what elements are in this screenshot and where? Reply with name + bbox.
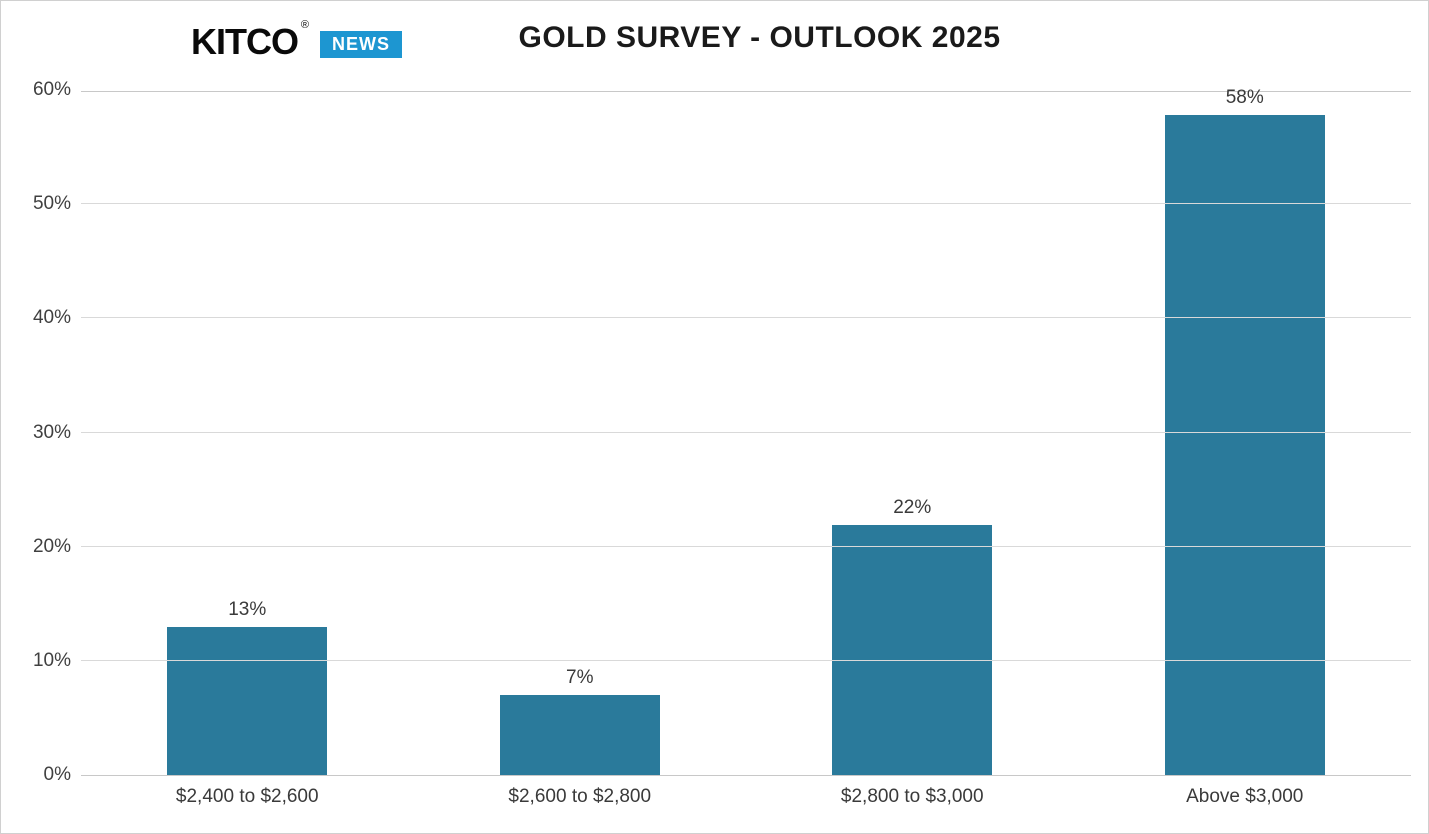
y-tick-label: 10% <box>16 650 71 672</box>
gridline <box>81 546 1411 547</box>
bar: 7% <box>500 695 660 775</box>
bar: 58% <box>1165 115 1325 775</box>
bar-slot: 13% <box>81 92 414 775</box>
x-axis-labels: $2,400 to $2,600$2,600 to $2,800$2,800 t… <box>81 786 1411 808</box>
gridline <box>81 203 1411 204</box>
gridline <box>81 660 1411 661</box>
gridline <box>81 317 1411 318</box>
bar: 13% <box>167 627 327 775</box>
bar-slot: 58% <box>1079 92 1412 775</box>
chart-title: GOLD SURVEY - OUTLOOK 2025 <box>519 21 1001 55</box>
bar: 22% <box>832 525 992 775</box>
x-axis-label: $2,800 to $3,000 <box>746 786 1079 808</box>
y-tick-label: 40% <box>16 307 71 329</box>
bars-row: 13% 7% 22% 58% <box>81 92 1411 775</box>
plot-area: 13%7%22%58% 0%10%20%30%40%50%60% <box>81 91 1411 776</box>
y-tick-label: 50% <box>16 193 71 215</box>
bar-value-label: 13% <box>228 599 266 621</box>
y-tick-label: 30% <box>16 422 71 444</box>
y-tick-label: 0% <box>16 764 71 786</box>
chart-header: GOLD SURVEY - OUTLOOK 2025 <box>1 21 1428 55</box>
bar-slot: 22% <box>746 92 1079 775</box>
bar-value-label: 58% <box>1226 87 1264 109</box>
y-tick-label: 20% <box>16 536 71 558</box>
x-axis-label: Above $3,000 <box>1079 786 1412 808</box>
gridline <box>81 432 1411 433</box>
bar-value-label: 22% <box>893 497 931 519</box>
x-axis-label: $2,600 to $2,800 <box>414 786 747 808</box>
chart-container: KITCO ® NEWS GOLD SURVEY - OUTLOOK 2025 … <box>0 0 1429 834</box>
bar-slot: 7% <box>414 92 747 775</box>
y-tick-label: 60% <box>16 79 71 101</box>
bar-value-label: 7% <box>566 667 593 689</box>
x-axis-label: $2,400 to $2,600 <box>81 786 414 808</box>
